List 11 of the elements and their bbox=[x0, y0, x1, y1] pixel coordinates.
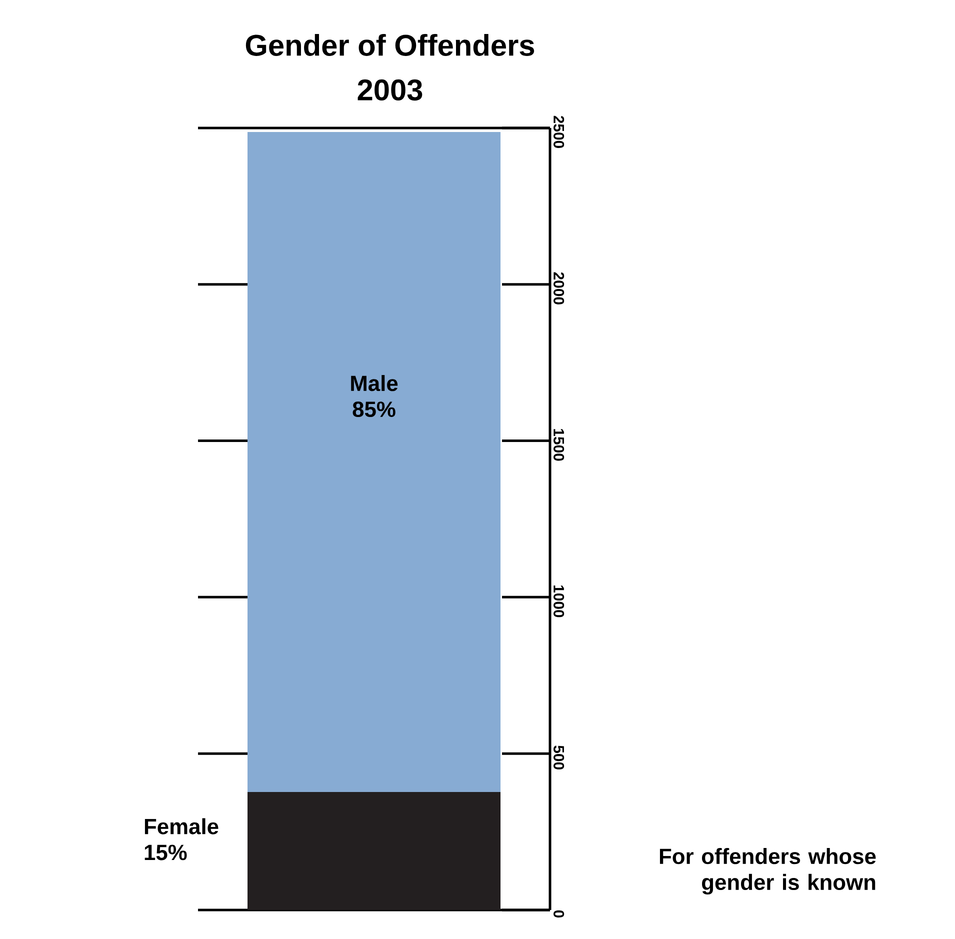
y-tick-label: 1500 bbox=[554, 429, 564, 461]
y-tick-label: 0 bbox=[554, 910, 564, 918]
series-label: Female 15% bbox=[144, 818, 218, 860]
chart-subtitle: 2003 bbox=[358, 79, 422, 101]
y-tick-label: 500 bbox=[554, 746, 564, 770]
chart-title: Gender of Offenders bbox=[246, 34, 534, 56]
text: For offenders whose gender is known bbox=[660, 848, 876, 894]
series-label: Male 85% bbox=[351, 375, 398, 418]
y-tick-label: 1000 bbox=[554, 586, 564, 618]
y-tick-label: 2500 bbox=[554, 116, 564, 148]
y-tick-label: 2000 bbox=[554, 272, 564, 304]
